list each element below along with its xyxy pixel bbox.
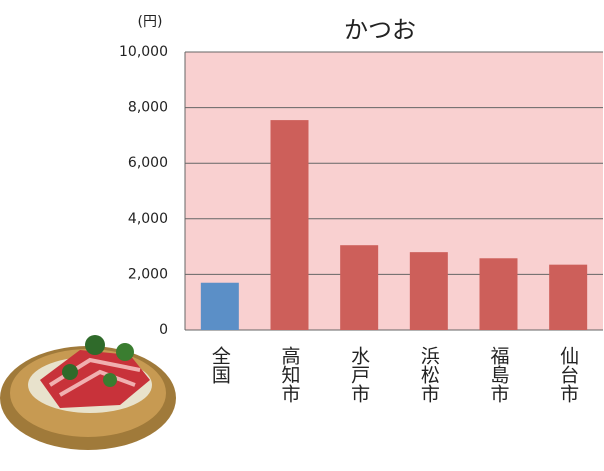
chart-title: かつお: [344, 16, 416, 44]
bar: [340, 245, 379, 330]
x-tick-label: 仙台市: [557, 346, 580, 403]
bar: [549, 264, 588, 330]
x-tick-label: 福島市: [487, 346, 510, 403]
x-tick-label: 水戸市: [348, 346, 371, 403]
x-tick-label: 全国: [208, 346, 231, 384]
food-illustration: [0, 335, 176, 450]
y-tick-label: 6,000: [128, 155, 168, 171]
bar: [200, 282, 239, 330]
x-tick-label: 高知市: [278, 346, 301, 403]
bar: [479, 258, 518, 330]
y-tick-label: 4,000: [128, 211, 168, 227]
plot-background: [185, 52, 603, 330]
x-tick-label: 浜松市: [417, 346, 440, 403]
unit-label: (円): [138, 14, 163, 30]
y-tick-label: 0: [159, 322, 168, 338]
y-tick-label: 2,000: [128, 266, 168, 282]
y-tick-label: 8,000: [128, 100, 168, 116]
bar: [270, 120, 309, 330]
y-tick-label: 10,000: [119, 44, 168, 60]
bar: [409, 252, 448, 330]
